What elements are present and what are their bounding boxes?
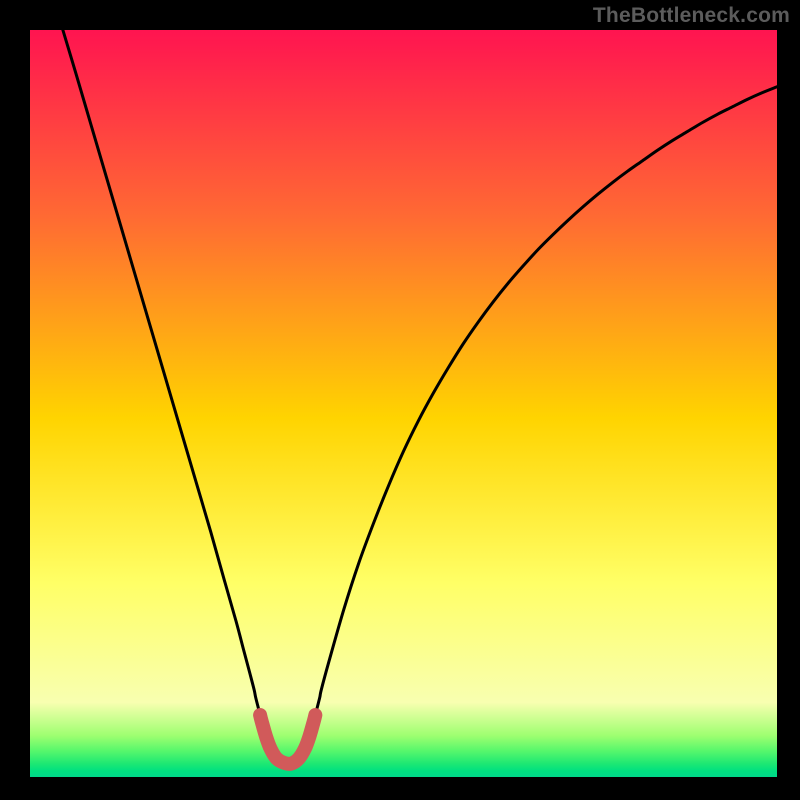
- watermark-text: TheBottleneck.com: [593, 4, 790, 28]
- plot-area: [30, 30, 777, 777]
- plot-svg: [30, 30, 777, 777]
- chart-frame: TheBottleneck.com: [0, 0, 800, 800]
- plot-background: [30, 30, 777, 777]
